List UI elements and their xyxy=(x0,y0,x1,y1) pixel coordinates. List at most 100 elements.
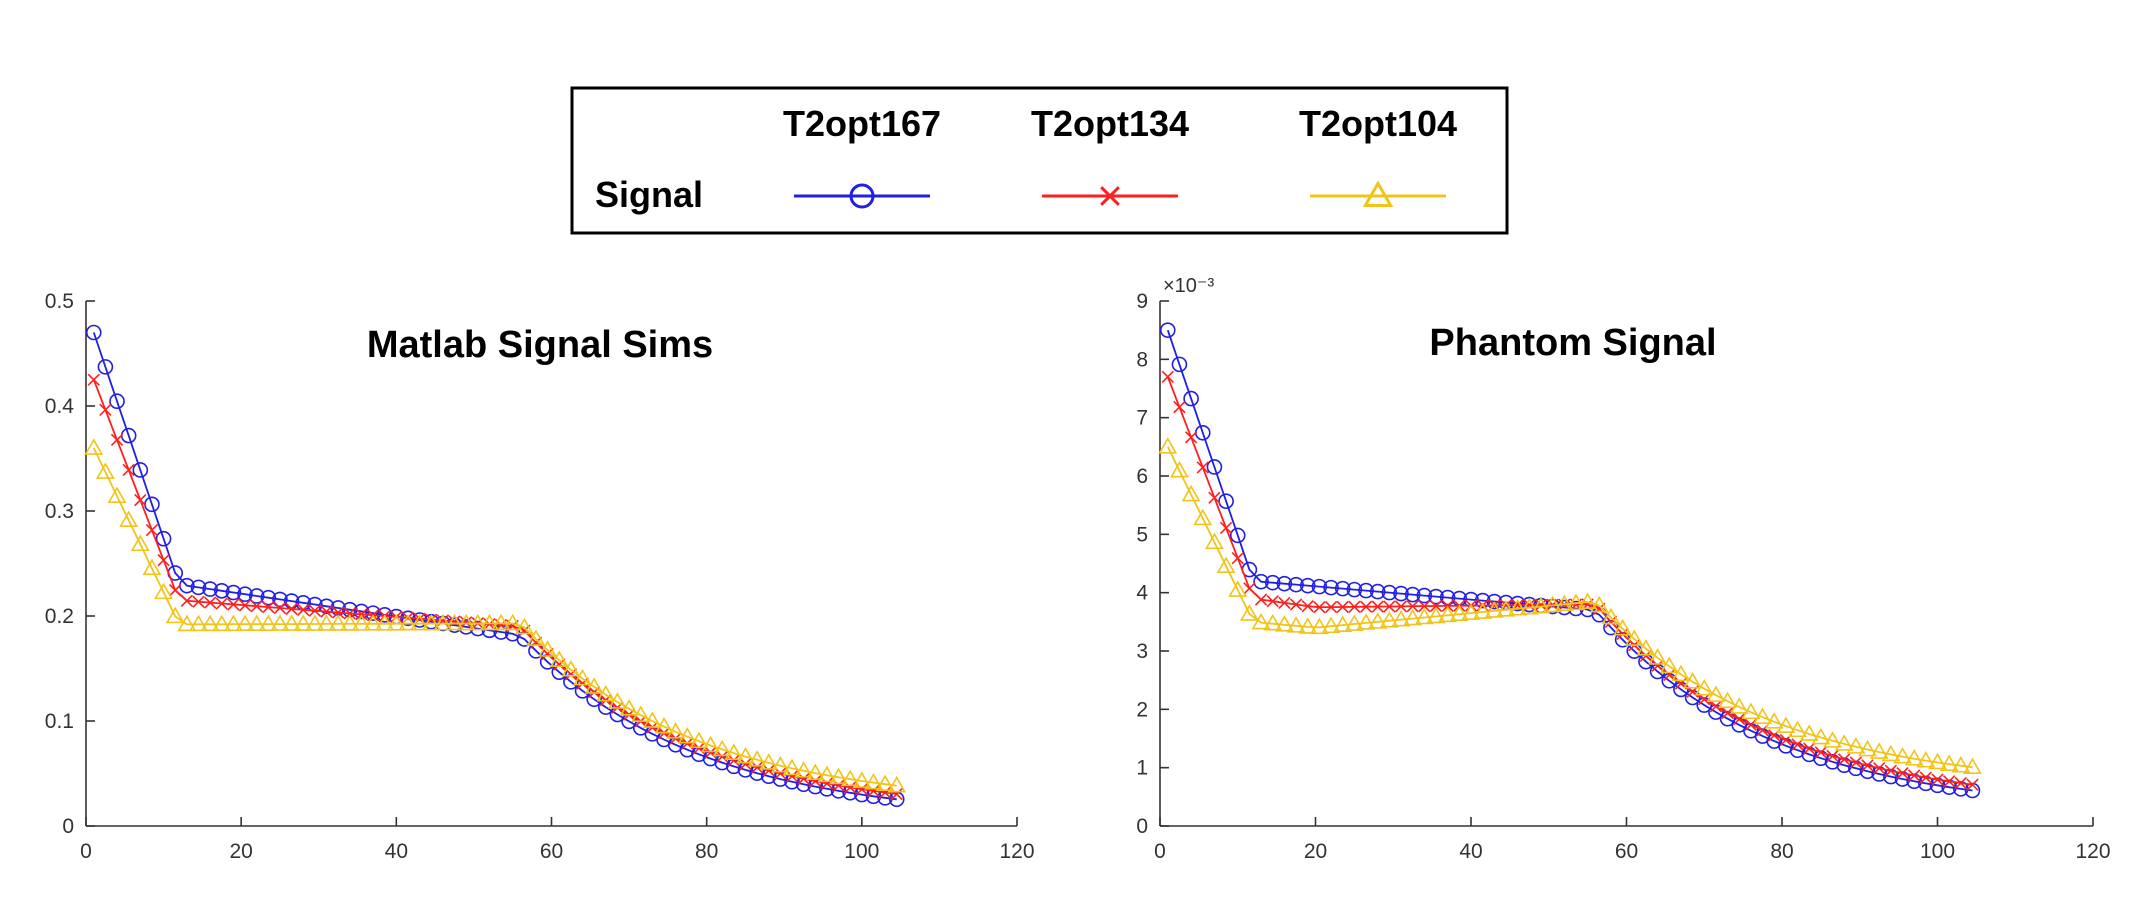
data-point xyxy=(1931,773,1944,786)
data-point xyxy=(248,588,265,604)
y-exponent-label: ×10⁻³ xyxy=(1163,275,1214,297)
data-point xyxy=(1908,769,1921,782)
data-point xyxy=(273,601,287,615)
data-point xyxy=(1859,763,1876,780)
data-point xyxy=(1589,595,1609,613)
y-tick-label: 1 xyxy=(1136,757,1148,780)
data-point xyxy=(864,772,883,790)
data-point xyxy=(1416,587,1433,604)
data-point xyxy=(1826,749,1839,763)
data-point xyxy=(1183,390,1199,407)
data-point xyxy=(235,614,255,632)
data-point xyxy=(782,758,802,776)
data-point xyxy=(1684,689,1701,706)
data-point xyxy=(1286,616,1306,633)
data-point xyxy=(1721,706,1734,720)
legend-row-label: Signal xyxy=(595,174,703,215)
data-point xyxy=(1264,574,1281,591)
chart-panel-right: Phantom Signal ×10⁻³ 0 20 40 60 80 100 120 0 1 2 3… xyxy=(1136,275,2110,863)
data-point xyxy=(1706,685,1726,702)
data-point xyxy=(398,614,418,631)
data-point xyxy=(561,660,581,677)
axes: 0 20 40 60 80 100 120 0 1 2 3 4 5 6 7 8 9 xyxy=(1136,290,2110,863)
data-point xyxy=(770,756,790,773)
data-point xyxy=(1896,767,1909,780)
data-point xyxy=(584,677,604,694)
data-point xyxy=(227,598,240,611)
data-point xyxy=(351,614,371,631)
data-point xyxy=(85,324,102,341)
data-point xyxy=(1274,615,1294,632)
data-point xyxy=(1519,597,1539,615)
data-point xyxy=(97,359,114,375)
data-point xyxy=(155,530,172,547)
data-point xyxy=(107,486,127,503)
data-point xyxy=(1566,593,1586,611)
data-point xyxy=(169,584,182,597)
data-point xyxy=(526,629,546,646)
data-point xyxy=(165,606,185,624)
data-point xyxy=(272,591,288,608)
data-point xyxy=(1836,757,1852,773)
data-point xyxy=(1263,613,1283,631)
legend-entry-label: T2opt134 xyxy=(1031,103,1189,144)
data-point xyxy=(1904,749,1924,766)
data-point xyxy=(285,602,298,616)
data-point xyxy=(1391,609,1411,627)
y-tick-label: 4 xyxy=(1136,582,1148,605)
data-point xyxy=(1951,756,1971,773)
data-point xyxy=(363,614,383,631)
data-point xyxy=(237,586,253,603)
data-point xyxy=(1334,580,1351,597)
data-point xyxy=(727,754,740,767)
data-point xyxy=(736,746,755,764)
data-point xyxy=(774,767,787,780)
data-point xyxy=(1439,589,1456,606)
data-point xyxy=(1276,575,1293,592)
data-point xyxy=(1346,581,1363,598)
data-point xyxy=(1963,757,1982,775)
data-point xyxy=(1601,607,1621,625)
legend-entry-T2opt134: T2opt134 xyxy=(1031,103,1189,206)
data-point xyxy=(576,677,589,690)
data-point xyxy=(1251,612,1271,630)
data-point xyxy=(1671,664,1691,682)
data-point xyxy=(1473,602,1493,619)
data-point xyxy=(1509,595,1526,612)
data-point xyxy=(1939,754,1959,771)
data-point xyxy=(215,597,228,610)
data-point xyxy=(1204,532,1224,550)
data-point xyxy=(1858,739,1877,757)
data-point xyxy=(1161,370,1174,383)
y-tick-label: 0.2 xyxy=(45,605,74,628)
data-point xyxy=(1383,600,1396,613)
x-tick-label: 60 xyxy=(540,840,563,863)
data-point xyxy=(1404,586,1421,603)
data-point xyxy=(192,595,205,608)
data-point xyxy=(608,692,627,709)
y-tick-label: 0.4 xyxy=(45,395,75,418)
data-point xyxy=(1344,614,1364,631)
data-point xyxy=(1942,775,1956,788)
data-point xyxy=(1429,599,1443,613)
series-line xyxy=(92,332,897,801)
data-point xyxy=(1289,598,1303,611)
data-point xyxy=(817,765,837,783)
data-point xyxy=(1369,583,1386,600)
data-point xyxy=(852,771,872,788)
data-point xyxy=(95,462,115,479)
legend-marker xyxy=(849,183,875,209)
data-point xyxy=(258,614,278,631)
data-point xyxy=(1708,704,1724,720)
data-point xyxy=(1869,742,1889,759)
data-point xyxy=(1368,612,1388,629)
data-point xyxy=(134,493,147,507)
data-point xyxy=(541,647,554,661)
data-point xyxy=(1801,746,1818,763)
data-point xyxy=(260,589,277,606)
data-point xyxy=(375,614,395,631)
axes: 0 20 40 60 80 100 120 0 0.1 0.2 0.3 0.4 0.5 xyxy=(45,290,1035,863)
data-point xyxy=(203,596,217,609)
data-point xyxy=(1848,760,1864,777)
data-point xyxy=(247,614,267,631)
